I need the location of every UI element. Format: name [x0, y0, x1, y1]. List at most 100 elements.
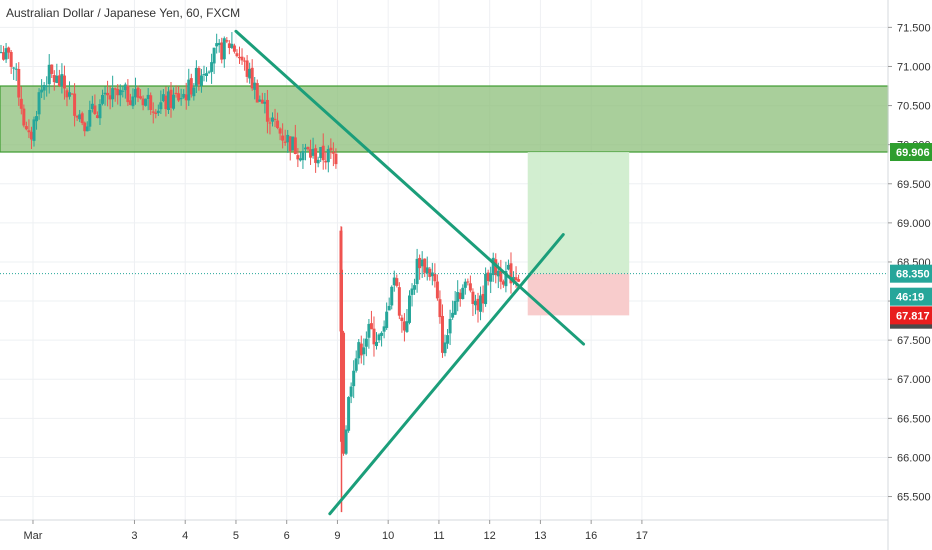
- candle-body: [151, 111, 155, 113]
- candle-body: [93, 105, 97, 114]
- candle-body: [172, 94, 176, 109]
- candle-body: [349, 386, 353, 397]
- candle-body: [17, 69, 21, 98]
- candle-body: [314, 148, 318, 163]
- y-tick-label: 70.500: [897, 101, 931, 113]
- candle-body: [222, 38, 226, 60]
- y-tick-label: 66.000: [897, 452, 931, 464]
- candle-body: [90, 103, 94, 110]
- candle-body: [220, 42, 224, 60]
- candle-body: [517, 279, 521, 282]
- candle-body: [192, 87, 196, 97]
- candle-body: [286, 134, 290, 143]
- candle-body: [118, 89, 122, 96]
- candle-body: [463, 281, 467, 288]
- candle-body: [65, 90, 69, 98]
- candle-body: [19, 98, 23, 109]
- candle-body: [12, 67, 16, 69]
- candle-body: [382, 326, 386, 332]
- candle-body: [326, 149, 330, 163]
- candle-body: [139, 96, 143, 99]
- candle-body: [144, 98, 148, 106]
- candle-body: [9, 51, 13, 67]
- symbol-title[interactable]: Australian Dollar / Japanese Yen, 60, FX…: [6, 6, 241, 20]
- candle-body: [362, 347, 366, 355]
- candle-body: [456, 292, 460, 302]
- candle-body: [83, 122, 87, 132]
- candle-body: [88, 109, 92, 127]
- candle-body: [116, 88, 120, 96]
- candle-body: [415, 258, 419, 285]
- candle-body: [121, 90, 125, 92]
- candle-body: [0, 51, 3, 53]
- candle-body: [339, 269, 343, 442]
- candle-body: [255, 83, 259, 103]
- candle-body: [154, 112, 158, 115]
- candle-body: [136, 87, 140, 98]
- candle-body: [357, 342, 361, 359]
- candle-body: [182, 93, 186, 98]
- candle-body: [78, 114, 82, 120]
- candle-body: [458, 292, 462, 299]
- candle-body: [385, 311, 389, 328]
- candle-body: [32, 119, 36, 141]
- candle-body: [14, 68, 18, 70]
- x-tick-label: 10: [382, 530, 394, 542]
- candle-body: [230, 43, 234, 48]
- x-tick-label: 5: [233, 530, 239, 542]
- candle-body: [85, 126, 89, 132]
- candle-body: [253, 82, 257, 90]
- candle-body: [177, 93, 181, 101]
- candle-body: [245, 60, 249, 77]
- candle-body: [283, 141, 287, 143]
- candle-body: [331, 152, 335, 154]
- candle-body: [50, 64, 54, 74]
- candle-body: [7, 47, 11, 53]
- candle-countdown-tag-bg: [890, 287, 932, 306]
- candle-body: [476, 298, 480, 311]
- zone-top-price-tag: 69.906: [896, 147, 930, 159]
- candle-body: [197, 68, 201, 85]
- candle-body: [202, 74, 206, 76]
- candle-body: [301, 151, 305, 161]
- ascending-trendline[interactable]: [328, 233, 565, 516]
- candle-body: [179, 98, 183, 100]
- candle-body: [390, 286, 394, 306]
- descending-trendline[interactable]: [234, 29, 586, 346]
- candle-body: [303, 147, 307, 150]
- y-tick-label: 69.000: [897, 218, 931, 230]
- candle-body: [359, 343, 363, 356]
- candle-body: [243, 60, 247, 62]
- x-tick-label: 4: [182, 530, 188, 542]
- candle-body: [250, 67, 254, 89]
- candle-body: [194, 67, 198, 87]
- candle-body: [113, 88, 117, 90]
- candle-body: [473, 300, 477, 306]
- candle-body: [364, 338, 368, 347]
- candle-body: [101, 94, 105, 104]
- candle-body: [306, 146, 310, 150]
- candle-body: [4, 48, 8, 60]
- candle-body: [420, 259, 424, 267]
- candle-body: [425, 267, 429, 274]
- candle-body: [387, 305, 391, 311]
- candle-body: [240, 56, 244, 61]
- candle-body: [448, 318, 452, 334]
- candle-body: [400, 317, 404, 321]
- profit-target-zone[interactable]: [527, 152, 630, 274]
- candle-body: [321, 145, 325, 161]
- candle-body: [174, 92, 178, 94]
- candle-body: [402, 321, 406, 331]
- candle-body: [103, 92, 107, 95]
- candle-body: [123, 84, 127, 91]
- candle-body: [184, 94, 188, 101]
- candle-body: [319, 147, 323, 159]
- candle-body: [22, 108, 26, 126]
- candle-body: [225, 40, 229, 42]
- candle-body: [52, 75, 56, 83]
- x-tick-label: 3: [131, 530, 137, 542]
- y-tick-label: 67.500: [897, 335, 931, 347]
- candle-body: [369, 323, 373, 330]
